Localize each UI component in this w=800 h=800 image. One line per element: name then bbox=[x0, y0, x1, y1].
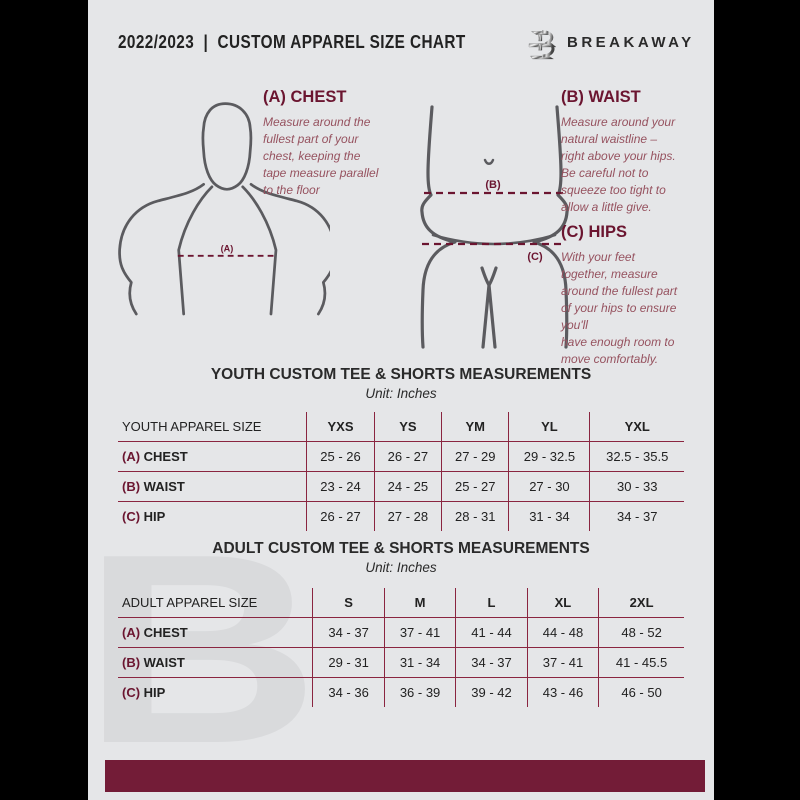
svg-text:(A): (A) bbox=[221, 244, 234, 254]
svg-text:(C): (C) bbox=[527, 251, 543, 263]
svg-text:(B): (B) bbox=[485, 179, 501, 191]
